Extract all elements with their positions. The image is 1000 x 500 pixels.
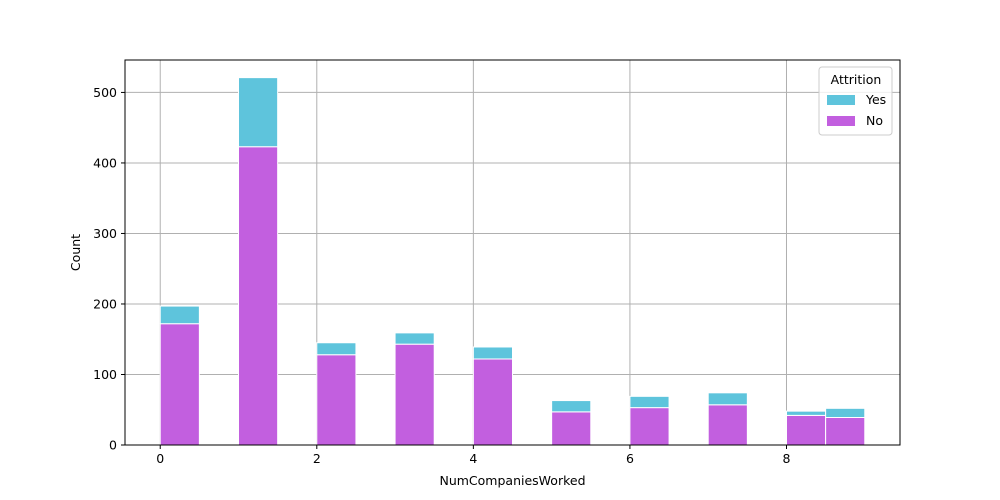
bar-yes: [159, 305, 200, 325]
x-tick-label: 8: [783, 451, 791, 466]
bar-yes: [238, 77, 279, 148]
y-tick-label: 300: [93, 226, 117, 241]
bar-no: [551, 411, 592, 446]
bar-no: [472, 358, 513, 446]
legend-label-no: No: [866, 113, 883, 128]
x-tick-label: 4: [469, 451, 477, 466]
y-tick-label: 500: [93, 85, 117, 100]
bar-no: [159, 323, 200, 446]
bar-no: [394, 343, 435, 446]
x-tick-label: 0: [156, 451, 164, 466]
legend: Attrition Yes No: [818, 66, 893, 136]
bar-yes: [472, 346, 513, 360]
x-axis-label: NumCompaniesWorked: [439, 473, 585, 488]
bar-no: [316, 354, 357, 446]
legend-label-yes: Yes: [865, 92, 886, 107]
legend-swatch-yes: [827, 95, 855, 105]
bar-yes: [825, 407, 866, 419]
bar-no: [785, 414, 827, 446]
bar-yes: [551, 400, 592, 413]
legend-swatch-no: [827, 116, 855, 126]
x-tick-label: 2: [313, 451, 321, 466]
y-tick-label: 200: [93, 296, 117, 311]
y-tick-label: 0: [109, 438, 117, 453]
bar-yes: [629, 395, 670, 409]
bar-no: [238, 146, 279, 446]
x-tick-label: 6: [626, 451, 634, 466]
y-tick-label: 100: [93, 367, 117, 382]
bar-no: [707, 404, 748, 446]
bars: [159, 77, 866, 446]
bar-no: [629, 407, 670, 446]
bar-yes: [785, 410, 827, 416]
bar-yes: [707, 392, 748, 406]
legend-title: Attrition: [831, 72, 882, 87]
axis-ticks: 0 2 4 6 8 0 100 200 300 400 500: [93, 85, 790, 466]
bar-yes: [316, 342, 357, 356]
plot-frame: [124, 59, 901, 446]
bar-yes: [394, 332, 435, 345]
y-axis-label: Count: [68, 234, 83, 271]
y-tick-label: 400: [93, 155, 117, 170]
bar-no: [825, 417, 866, 446]
